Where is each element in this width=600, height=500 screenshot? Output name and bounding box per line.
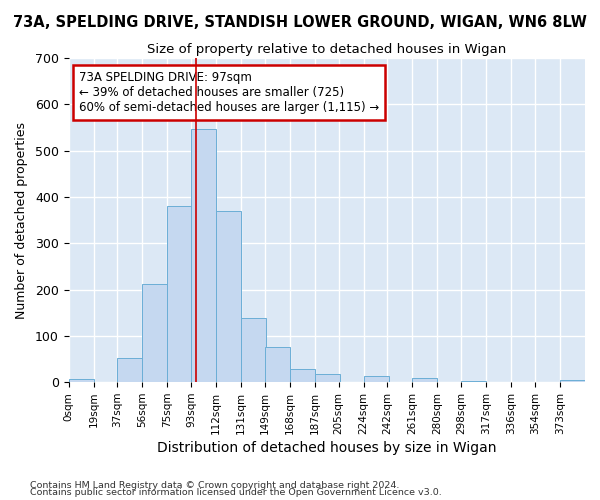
Bar bbox=[191, 129, 216, 382]
Bar bbox=[142, 284, 167, 382]
Bar bbox=[167, 206, 193, 382]
Bar bbox=[118, 358, 142, 382]
Title: Size of property relative to detached houses in Wigan: Size of property relative to detached ho… bbox=[147, 42, 506, 56]
Bar bbox=[216, 212, 241, 382]
Bar bbox=[412, 378, 437, 382]
Text: 73A SPELDING DRIVE: 97sqm
← 39% of detached houses are smaller (725)
60% of semi: 73A SPELDING DRIVE: 97sqm ← 39% of detac… bbox=[79, 71, 379, 114]
Bar bbox=[68, 379, 94, 382]
Bar bbox=[265, 347, 290, 382]
Bar bbox=[364, 376, 389, 382]
Text: Contains public sector information licensed under the Open Government Licence v3: Contains public sector information licen… bbox=[30, 488, 442, 497]
Bar bbox=[560, 380, 585, 382]
Text: 73A, SPELDING DRIVE, STANDISH LOWER GROUND, WIGAN, WN6 8LW: 73A, SPELDING DRIVE, STANDISH LOWER GROU… bbox=[13, 15, 587, 30]
X-axis label: Distribution of detached houses by size in Wigan: Distribution of detached houses by size … bbox=[157, 441, 497, 455]
Bar bbox=[461, 381, 486, 382]
Bar bbox=[315, 374, 340, 382]
Bar bbox=[290, 369, 315, 382]
Y-axis label: Number of detached properties: Number of detached properties bbox=[15, 122, 28, 318]
Bar bbox=[241, 318, 266, 382]
Text: Contains HM Land Registry data © Crown copyright and database right 2024.: Contains HM Land Registry data © Crown c… bbox=[30, 480, 400, 490]
